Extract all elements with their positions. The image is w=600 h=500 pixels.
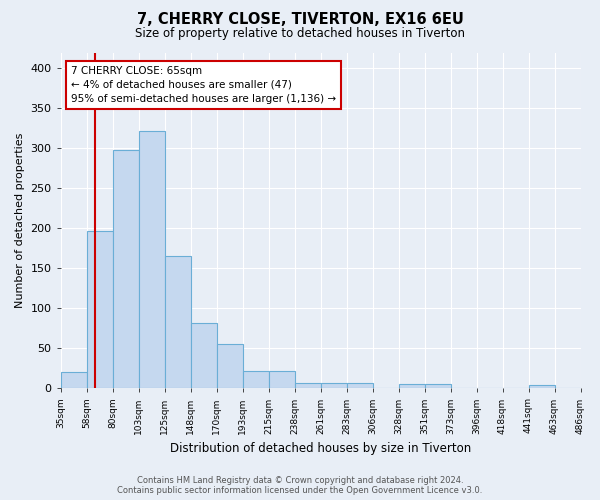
Y-axis label: Number of detached properties: Number of detached properties: [15, 132, 25, 308]
Bar: [295, 382, 320, 388]
X-axis label: Distribution of detached houses by size in Tiverton: Distribution of detached houses by size …: [170, 442, 471, 455]
Bar: [113, 150, 139, 388]
Bar: [398, 384, 425, 388]
Bar: [242, 372, 269, 388]
Text: Contains HM Land Registry data © Crown copyright and database right 2024.
Contai: Contains HM Land Registry data © Crown c…: [118, 476, 482, 495]
Text: 7 CHERRY CLOSE: 65sqm
← 4% of detached houses are smaller (47)
95% of semi-detac: 7 CHERRY CLOSE: 65sqm ← 4% of detached h…: [71, 66, 336, 104]
Bar: [191, 322, 217, 388]
Text: Size of property relative to detached houses in Tiverton: Size of property relative to detached ho…: [135, 28, 465, 40]
Bar: [347, 384, 373, 388]
Bar: [61, 372, 86, 388]
Bar: [164, 256, 191, 388]
Bar: [320, 384, 347, 388]
Bar: [139, 131, 164, 388]
Bar: [529, 385, 554, 388]
Bar: [217, 344, 242, 389]
Bar: [86, 231, 113, 388]
Text: 7, CHERRY CLOSE, TIVERTON, EX16 6EU: 7, CHERRY CLOSE, TIVERTON, EX16 6EU: [137, 12, 463, 28]
Bar: [269, 370, 295, 388]
Bar: [425, 384, 451, 388]
